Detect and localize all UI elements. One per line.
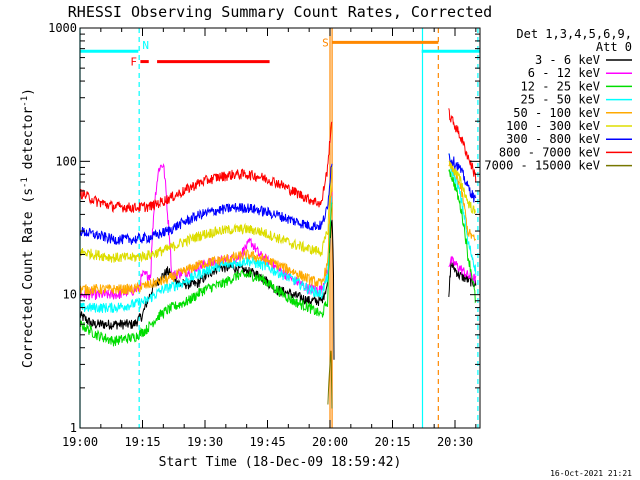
y-axis-label-main: Corrected Count Rate (s [21, 188, 36, 368]
legend-label-8: 7000 - 15000 keV [484, 159, 600, 173]
x-tick-label-4: 20:00 [312, 435, 348, 449]
x-tick-label-5: 20:15 [374, 435, 410, 449]
series-2 [79, 169, 477, 347]
x-tick-label-3: 19:45 [249, 435, 285, 449]
legend-label-0: 3 - 6 keV [535, 53, 600, 67]
series-8 [327, 350, 333, 409]
legend-label-4: 50 - 100 keV [513, 106, 600, 120]
chart-title: RHESSI Observing Summary Count Rates, Co… [68, 3, 492, 21]
x-tick-label-2: 19:30 [187, 435, 223, 449]
y-tick-label-2: 100 [55, 154, 77, 168]
series-5 [79, 160, 476, 263]
plot-area: NF S [79, 28, 480, 428]
legend-header-1: Det 1,3,4,5,6,9, [516, 27, 632, 41]
y-tick-label-0: 1 [70, 421, 77, 435]
series-line-5-1 [448, 160, 476, 214]
legend-label-3: 25 - 50 keV [521, 93, 600, 107]
x-axis-label: Start Time (18-Dec-09 18:59:42) [159, 455, 402, 470]
legend-label-7: 800 - 7000 keV [499, 145, 600, 159]
series-line-8-0 [327, 350, 333, 409]
series-line-2-1 [448, 169, 477, 304]
legend-label-5: 100 - 300 keV [506, 119, 600, 133]
y-axis-label-mid: detector [21, 107, 36, 178]
y-tick-label-3: 1000 [48, 21, 77, 35]
obs-bar-label-1: N [142, 39, 149, 52]
y-axis-label: Corrected Count Rate (s-1 detector-1) [20, 88, 36, 368]
legend-label-6: 300 - 800 keV [506, 132, 600, 146]
series-line-6-0 [79, 163, 333, 245]
series-line-7-0 [79, 121, 333, 214]
x-tick-label-0: 19:00 [62, 435, 98, 449]
series-line-1-1 [448, 255, 477, 284]
legend-header-2: Att 0 [596, 40, 632, 54]
y-axis-label-end: ) [21, 88, 36, 96]
x-tick-label-6: 20:30 [437, 435, 473, 449]
series-line-4-0 [79, 182, 333, 296]
obs-bar-label-4: S [322, 36, 329, 49]
y-axis: 1 10 100 1000 [48, 21, 480, 435]
x-axis: 19:00 19:15 19:30 19:45 20:00 20:15 20:30 [62, 28, 477, 449]
series-line-7-1 [448, 108, 477, 183]
series-line-6-1 [448, 153, 477, 203]
series-line-3-0 [79, 195, 333, 314]
y-tick-label-1: 10 [63, 288, 77, 302]
legend-label-2: 12 - 25 keV [521, 79, 600, 93]
series-7 [79, 108, 477, 214]
plot-frame [79, 27, 481, 429]
y-axis-label-sup-2: -1 [20, 96, 30, 107]
obs-bar-label-2: F [130, 56, 137, 69]
x-tick-label-1: 19:15 [124, 435, 160, 449]
series-line-5-0 [79, 165, 333, 263]
y-axis-label-sup: -1 [20, 177, 30, 188]
legend-label-1: 6 - 12 keV [528, 66, 600, 80]
series-line-2-0 [79, 202, 333, 347]
series-6 [79, 153, 477, 245]
timestamp: 16-Oct-2021 21:21 [550, 469, 632, 478]
